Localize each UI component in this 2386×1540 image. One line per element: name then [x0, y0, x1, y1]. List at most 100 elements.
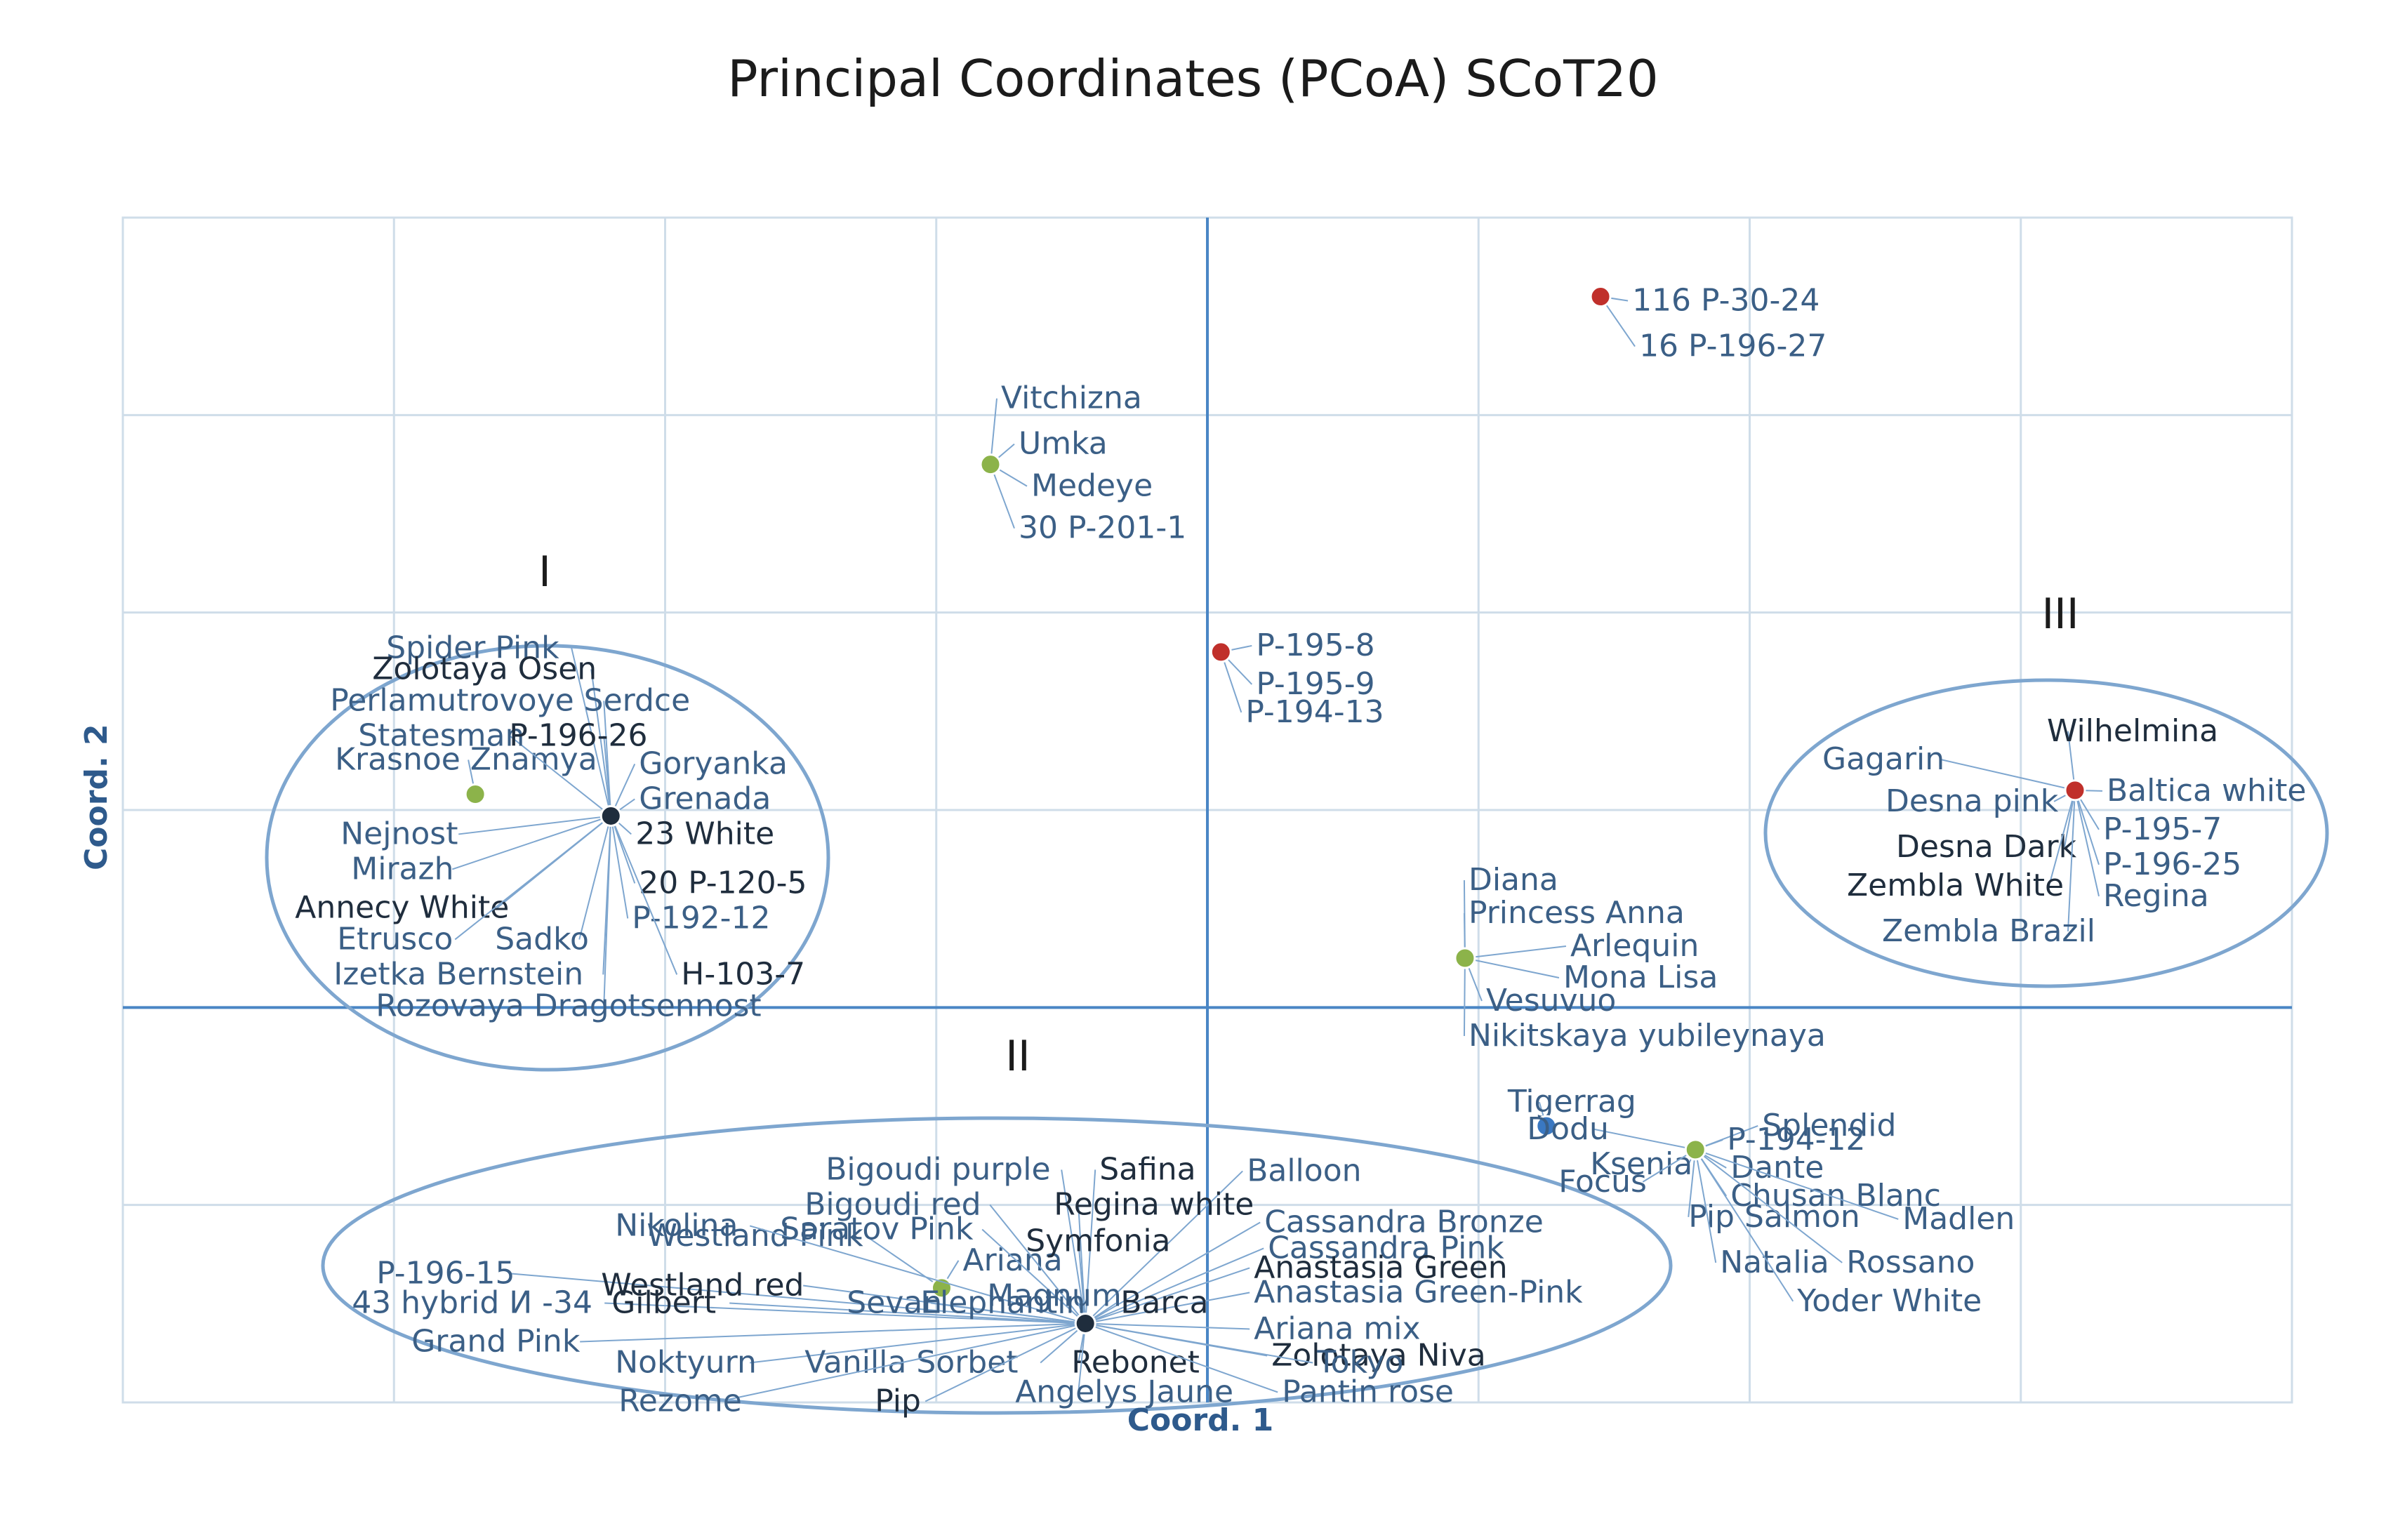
point-label: Westland red — [601, 1267, 804, 1303]
point-label: Princess Anna — [1469, 895, 1685, 931]
point-label: Medeye — [1031, 468, 1153, 504]
point-label: Symfonia — [1026, 1223, 1170, 1259]
point-label: 20 P-120-5 — [639, 865, 807, 901]
label-leader-line — [1061, 1169, 1087, 1324]
point-label: Izetka Bernstein — [333, 956, 583, 992]
label-leader-line — [1085, 1322, 1313, 1364]
point-label: P-194-13 — [1245, 694, 1384, 730]
point-label: Elephantin — [920, 1285, 1085, 1320]
label-leader-line — [610, 816, 678, 975]
point-label: P-196-15 — [376, 1255, 515, 1291]
point-label: Cassandra Pink — [1268, 1230, 1504, 1266]
label-leader-line — [990, 398, 998, 465]
point-label: Spider Pink — [386, 630, 559, 665]
label-leader-line — [990, 464, 1015, 529]
point-label: Anastasia Green-Pink — [1254, 1274, 1583, 1310]
data-point — [1535, 1115, 1558, 1137]
label-leader-line — [509, 735, 611, 817]
group-label: I — [538, 547, 551, 597]
label-leader-line — [2074, 790, 2100, 865]
point-label: Magnum — [987, 1277, 1122, 1313]
point-label: 23 White — [635, 816, 774, 851]
point-label: P-196-26 — [509, 717, 647, 753]
label-leader-line — [989, 1204, 1086, 1325]
label-leader-line — [590, 669, 612, 816]
label-leader-line — [729, 1302, 1086, 1325]
point-label: 30 P-201-1 — [1019, 510, 1186, 546]
point-label: 16 P-196-27 — [1639, 328, 1827, 364]
label-leader-line — [2048, 790, 2076, 887]
point-label: Nikitskaya yubileynaya — [1469, 1018, 1826, 1054]
point-label: Zembla White — [1847, 868, 2064, 903]
point-label: Zolotaya Osen — [372, 651, 597, 686]
label-leader-line — [749, 1225, 1086, 1325]
point-label: 116 P-30-24 — [1632, 283, 1820, 319]
point-label: Gagarin — [1822, 741, 1944, 777]
data-point — [979, 453, 1002, 476]
cluster-ellipse-I — [265, 644, 830, 1072]
point-label: Sevan — [847, 1285, 942, 1320]
point-label: Ariana — [962, 1242, 1062, 1278]
point-label: Rozovaya Dragotsennost — [376, 988, 761, 1023]
point-label: Arlequin — [1570, 928, 1699, 964]
label-leader-line — [578, 816, 612, 940]
label-leader-line — [1085, 1322, 1278, 1393]
data-point — [1074, 1312, 1096, 1334]
label-leader-line — [580, 1322, 1086, 1343]
point-label: Zembla Brazil — [1882, 913, 2095, 949]
point-label: P-195-9 — [1256, 666, 1374, 702]
label-leader-line — [1085, 1322, 1250, 1330]
point-label: Anastasia Green — [1254, 1249, 1507, 1285]
label-leader-line — [1078, 1241, 1087, 1324]
label-leader-line — [1085, 1267, 1250, 1325]
chart-title: Principal Coordinates (PCoA) SCoT20 — [727, 49, 1659, 108]
point-label: Dodu — [1527, 1111, 1609, 1147]
point-label: Balloon — [1247, 1153, 1361, 1188]
label-leader-line — [1688, 1149, 1697, 1217]
label-leader-line — [981, 1228, 1086, 1325]
label-leader-line — [454, 815, 611, 941]
label-leader-line — [719, 1322, 1086, 1402]
point-label: Annecy White — [295, 889, 509, 925]
point-label: Regina — [2103, 878, 2209, 914]
data-point — [464, 783, 486, 805]
point-label: Angelys Jaune — [1015, 1374, 1233, 1409]
point-label: Vanilla Sorbet — [804, 1344, 1018, 1380]
cluster-ellipse-III — [1763, 678, 2329, 988]
point-label: Barca — [1120, 1285, 1208, 1320]
point-label: Cassandra Bronze — [1264, 1204, 1544, 1240]
label-leader-line — [931, 1302, 1086, 1325]
label-leader-line — [511, 1273, 1086, 1325]
label-leader-line — [571, 648, 612, 816]
label-leader-line — [1695, 1149, 1717, 1263]
point-label: Bigoudi purple — [826, 1151, 1050, 1187]
point-label: Tigerrag — [1507, 1084, 1636, 1120]
point-label: Tokyo — [1316, 1344, 1403, 1380]
label-leader-line — [1085, 1169, 1096, 1324]
point-label: Grenada — [639, 781, 771, 816]
point-label: P-196-25 — [2103, 847, 2241, 882]
label-leader-line — [1463, 957, 1466, 1037]
point-label: Nikolina — [615, 1207, 738, 1243]
point-label: Krasnoe Znamya — [335, 741, 597, 777]
label-leader-line — [1078, 1323, 1087, 1393]
data-point — [1589, 286, 1612, 308]
label-leader-line — [1695, 1148, 1899, 1220]
point-label: H-103-7 — [681, 956, 805, 992]
data-point — [2064, 779, 2086, 802]
data-point — [1454, 947, 1476, 969]
label-leader-line — [1464, 945, 1567, 959]
label-leader-line — [603, 816, 612, 1007]
point-label: Chusan Blanc — [1730, 1178, 1941, 1214]
label-leader-line — [924, 1322, 1086, 1402]
label-leader-line — [2074, 790, 2100, 897]
point-label: Desna pink — [1885, 783, 2059, 819]
point-label: Bigoudi red — [804, 1186, 981, 1222]
point-label: Perlamutrovoye Serdce — [330, 682, 690, 718]
label-leader-line — [750, 1322, 1086, 1364]
point-label: Baltica white — [2107, 773, 2306, 809]
label-leader-line — [865, 1235, 943, 1289]
point-label: Yoder White — [1796, 1283, 1982, 1319]
label-leader-line — [2067, 790, 2076, 931]
